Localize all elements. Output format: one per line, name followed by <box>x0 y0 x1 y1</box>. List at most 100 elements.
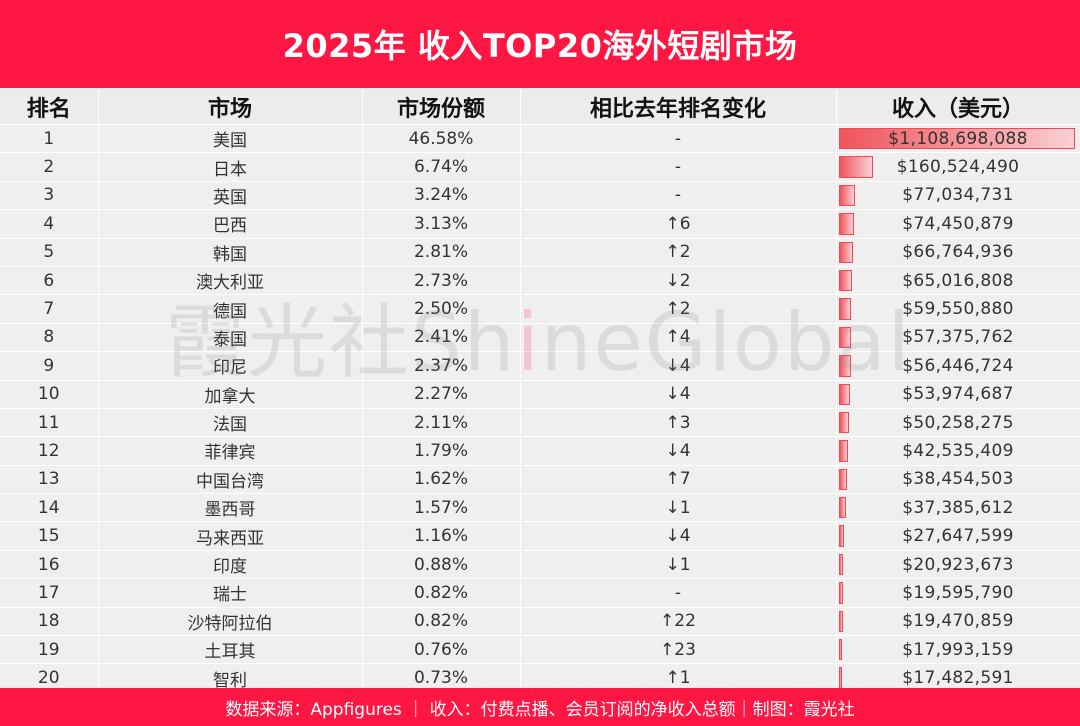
rank-cell: 6 <box>0 266 99 296</box>
market-cell: 澳大利亚 <box>98 266 363 296</box>
market-cell: 马来西亚 <box>98 521 363 551</box>
rank-cell: 12 <box>0 436 99 466</box>
revenue-cell: $1,108,698,088 <box>836 124 1080 154</box>
revenue-value: $50,258,275 <box>902 412 1014 433</box>
table-body: 1 美国 46.58% - $1,108,698,088 2 日本 6.74% - $160,52… <box>0 124 1080 693</box>
share-cell: 0.82% <box>362 578 521 608</box>
revenue-bar <box>838 269 853 292</box>
market-cell: 英国 <box>98 181 363 211</box>
table-row: 13 中国台湾 1.62% ↑7 $38,454,503 <box>0 465 1080 495</box>
table-row: 2 日本 6.74% - $160,524,490 <box>0 152 1080 182</box>
market-cell: 泰国 <box>98 323 363 353</box>
market-cell: 巴西 <box>98 209 363 239</box>
revenue-cell: $160,524,490 <box>836 152 1080 182</box>
table-row: 10 加拿大 2.27% ↓4 $53,974,687 <box>0 380 1080 409</box>
share-cell: 1.16% <box>362 521 521 551</box>
rank-change-cell: ↑22 <box>520 607 837 637</box>
rank-change-cell: - <box>520 181 837 211</box>
share-cell: 3.24% <box>362 181 521 211</box>
share-cell: 2.81% <box>362 238 521 267</box>
rank-change-cell: ↓4 <box>520 436 837 466</box>
header-market: 市场 <box>98 90 363 125</box>
share-cell: 2.37% <box>362 351 521 381</box>
share-cell: 6.74% <box>362 152 521 182</box>
revenue-bar <box>838 298 852 320</box>
revenue-value: $66,764,936 <box>902 242 1014 263</box>
share-cell: 2.50% <box>362 294 521 324</box>
rank-cell: 2 <box>0 152 99 182</box>
revenue-bar <box>838 582 843 604</box>
revenue-bar <box>838 241 853 263</box>
revenue-cell: $17,482,591 <box>836 663 1080 693</box>
market-cell: 沙特阿拉伯 <box>98 607 363 637</box>
rank-cell: 15 <box>0 521 99 551</box>
market-cell: 印尼 <box>98 351 363 381</box>
rank-cell: 3 <box>0 181 99 211</box>
rank-cell: 4 <box>0 209 99 239</box>
revenue-value: $56,446,724 <box>902 355 1014 376</box>
revenue-value: $160,524,490 <box>896 157 1020 178</box>
table-row: 15 马来西亚 1.16% ↓4 $27,647,599 <box>0 521 1080 551</box>
rank-change-cell: ↓1 <box>520 550 837 580</box>
revenue-bar <box>838 128 1075 150</box>
revenue-bar <box>838 156 873 178</box>
market-cell: 德国 <box>98 294 363 324</box>
rank-change-cell: ↑2 <box>520 294 837 324</box>
revenue-cell: $77,034,731 <box>836 181 1080 211</box>
revenue-cell: $38,454,503 <box>836 465 1080 495</box>
table-row: 1 美国 46.58% - $1,108,698,088 <box>0 124 1080 154</box>
rank-change-cell: ↑7 <box>520 465 837 495</box>
revenue-value: $53,974,687 <box>902 384 1014 405</box>
revenue-value: $17,993,159 <box>902 639 1014 660</box>
revenue-bar <box>838 610 843 633</box>
market-cell: 土耳其 <box>98 635 363 665</box>
revenue-cell: $53,974,687 <box>836 380 1080 409</box>
revenue-cell: $37,385,612 <box>836 493 1080 523</box>
rank-cell: 7 <box>0 294 99 324</box>
header-rank: 排名 <box>0 90 99 125</box>
table-row: 19 土耳其 0.76% ↑23 $17,993,159 <box>0 635 1080 665</box>
revenue-bar <box>838 355 851 377</box>
rank-change-cell: ↑3 <box>520 408 837 438</box>
revenue-bar <box>838 383 850 405</box>
revenue-cell: $17,993,159 <box>836 635 1080 665</box>
revenue-cell: $59,550,880 <box>836 294 1080 324</box>
revenue-value: $38,454,503 <box>902 469 1014 490</box>
revenue-cell: $50,258,275 <box>836 408 1080 438</box>
share-cell: 2.73% <box>362 266 521 296</box>
table-row: 17 瑞士 0.82% - $19,595,790 <box>0 578 1080 608</box>
rank-change-cell: ↑2 <box>520 238 837 267</box>
footer: 数据来源：Appfigures ｜ 收入：付费点播、会员订阅的净收入总额｜制图：… <box>0 688 1080 726</box>
rank-cell: 19 <box>0 635 99 665</box>
table-row: 9 印尼 2.37% ↓4 $56,446,724 <box>0 351 1080 381</box>
rank-cell: 13 <box>0 465 99 495</box>
revenue-cell: $57,375,762 <box>836 323 1080 353</box>
rank-cell: 20 <box>0 663 99 693</box>
share-cell: 2.41% <box>362 323 521 353</box>
rank-cell: 5 <box>0 238 99 267</box>
table-row: 8 泰国 2.41% ↑4 $57,375,762 <box>0 323 1080 353</box>
rank-cell: 18 <box>0 607 99 637</box>
table-row: 20 智利 0.73% ↑1 $17,482,591 <box>0 663 1080 693</box>
rank-cell: 14 <box>0 493 99 523</box>
table-row: 18 沙特阿拉伯 0.82% ↑22 $19,470,859 <box>0 607 1080 637</box>
rank-change-cell: - <box>520 124 837 154</box>
table-row: 12 菲律宾 1.79% ↓4 $42,535,409 <box>0 436 1080 466</box>
header-share: 市场份额 <box>362 90 521 125</box>
rank-change-cell: ↓4 <box>520 380 837 409</box>
revenue-bar <box>838 440 848 462</box>
revenue-cell: $19,470,859 <box>836 607 1080 637</box>
revenue-bar <box>838 525 845 547</box>
share-cell: 0.76% <box>362 635 521 665</box>
share-cell: 2.11% <box>362 408 521 438</box>
ranking-table: 排名 市场 市场份额 相比去年排名变化 收入（美元） 1 美国 46.58% - $1,… <box>0 90 1080 693</box>
market-cell: 韩国 <box>98 238 363 267</box>
rank-change-cell: ↑6 <box>520 209 837 239</box>
revenue-value: $42,535,409 <box>902 440 1014 461</box>
footer-text: 数据来源：Appfigures ｜ 收入：付费点播、会员订阅的净收入总额｜制图：… <box>225 699 855 720</box>
revenue-value: $74,450,879 <box>902 213 1014 234</box>
revenue-value: $19,595,790 <box>902 582 1014 603</box>
revenue-cell: $42,535,409 <box>836 436 1080 466</box>
share-cell: 1.79% <box>362 436 521 466</box>
revenue-value: $77,034,731 <box>902 185 1014 206</box>
